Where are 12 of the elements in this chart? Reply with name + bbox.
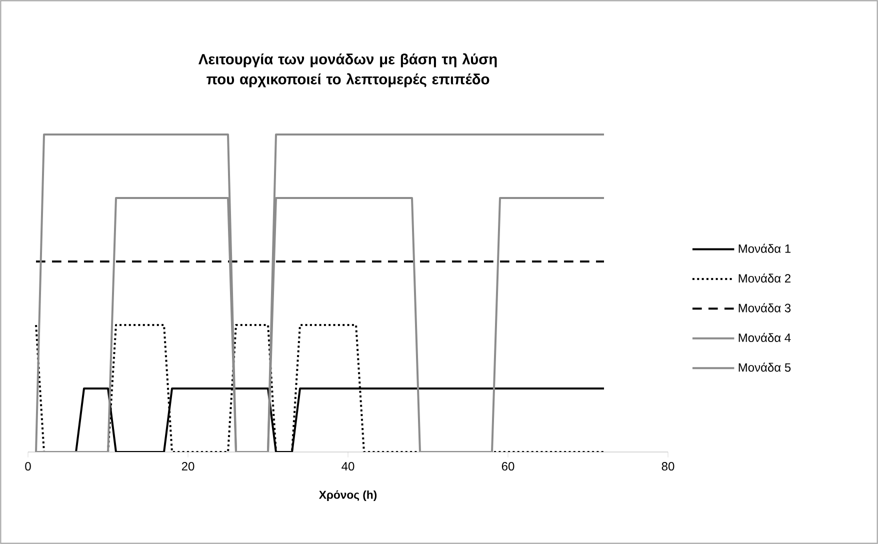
legend-label: Μονάδα 2	[738, 273, 790, 283]
x-tick-label: 60	[502, 462, 514, 471]
x-tick-label: 80	[662, 462, 674, 471]
legend-label: Μονάδα 5	[738, 362, 791, 372]
x-tick-label: 0	[25, 462, 31, 471]
legend-label: Μονάδα 4	[738, 332, 791, 342]
x-axis-title: Χρόνος (h)	[318, 490, 377, 502]
legend-label: Μονάδα 3	[738, 303, 791, 312]
x-tick-label: 40	[342, 462, 354, 471]
legend-label: Μονάδα 1	[738, 244, 790, 253]
x-tick-label: 20	[182, 462, 194, 471]
chart-title: Λειτουργία των μονάδων με βάση τη λύση που αρχικοποιεί το λεπτομερές επιπέδο	[198, 53, 497, 88]
